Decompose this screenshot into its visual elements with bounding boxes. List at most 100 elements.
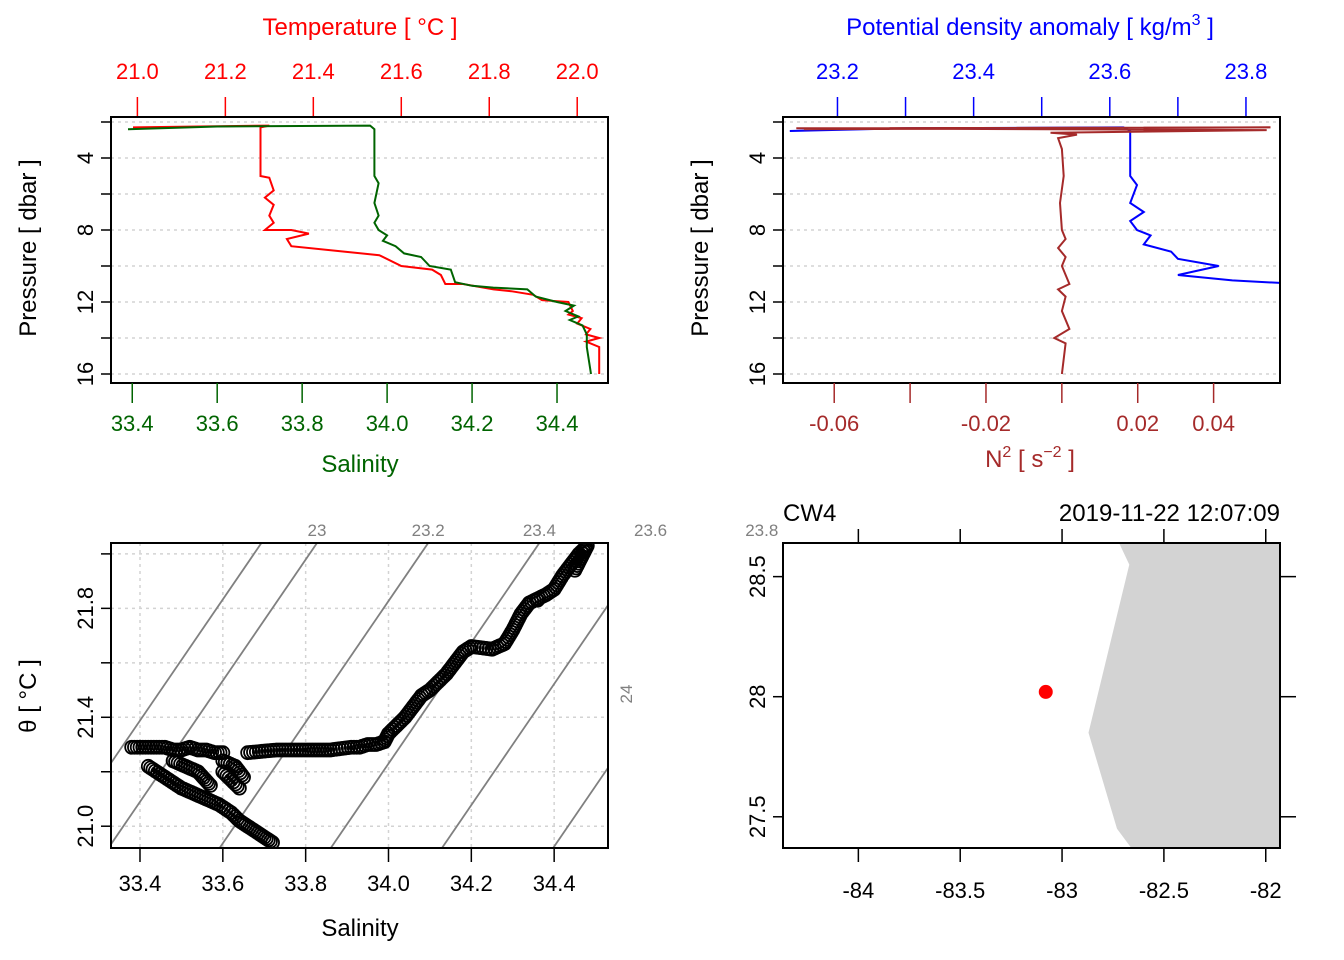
- top-axis-tick-label: 21.8: [468, 59, 511, 84]
- ts-point: [391, 716, 407, 731]
- ts-points: [124, 543, 595, 848]
- ts-point: [424, 680, 440, 696]
- isopycnal-line: [440, 603, 608, 848]
- theta-tick-label: 21.8: [73, 587, 98, 630]
- top-axis-tick-label: 21.0: [116, 59, 159, 84]
- ts-point: [320, 742, 336, 758]
- profile-lines: [789, 126, 1280, 375]
- bottom-axis-tick-label: 0.04: [1192, 411, 1235, 436]
- n2-title-superscript2: −2: [1043, 444, 1061, 461]
- salinity-tick-label: 33.8: [284, 871, 327, 896]
- density-title-end: ]: [1201, 14, 1214, 41]
- ts-point: [432, 672, 448, 688]
- bottom-axis-tick-label: 34.2: [451, 411, 494, 436]
- bottom-axis-tick-label: 0.02: [1116, 411, 1159, 436]
- top-axis-tick-label: 22.0: [556, 59, 599, 84]
- ts-point: [295, 742, 311, 758]
- salinity-axis: 33.4 33.6 33.8 34.0 34.2 34.4: [119, 848, 576, 896]
- isopycnal-label: 23.4: [523, 521, 556, 540]
- panel-station-map: CW4 2019-11-22 12:07:09 -84 -83.5 -83 -82.5…: [745, 500, 1296, 903]
- bottom-axis-tick-label: 34.4: [536, 411, 579, 436]
- longitude-tick-label: -83: [1046, 878, 1078, 903]
- ts-point: [204, 744, 220, 760]
- temperature-axis: 21.0 21.2 21.4 21.6 21.8 22.0: [116, 59, 599, 117]
- n2-title-end: ]: [1062, 446, 1075, 473]
- land-polygon: [1088, 543, 1280, 848]
- ts-point: [234, 767, 250, 783]
- pressure-axis: 4 8 12 16: [745, 121, 783, 386]
- bottom-axis-tick-label: 34.0: [366, 411, 409, 436]
- panel-temperature-salinity-profile: Temperature [ °C ] 21.0 21.2 21.4 21.6 21.8 2…: [15, 14, 609, 478]
- ts-point: [225, 807, 241, 823]
- salinity-tick-label: 34.0: [367, 871, 410, 896]
- ts-point: [568, 560, 584, 576]
- ts-point: [154, 739, 170, 755]
- longitude-tick-label: -83.5: [935, 878, 985, 903]
- top-axis-tick-label: 21.6: [380, 59, 423, 84]
- n2-line: [796, 126, 1271, 375]
- bottom-axis-tick-label: -0.02: [961, 411, 1011, 436]
- top-axis-tick-label: 23.4: [952, 59, 995, 84]
- map-axes: -84 -83.5 -83 -82.5 -82 27.5 28 28.5: [745, 529, 1296, 903]
- n2-axis: -0.06 -0.02 0.02 0.04: [809, 383, 1235, 436]
- pressure-axis: 4 8 12 16: [73, 121, 111, 386]
- station-dot: [1038, 684, 1053, 699]
- pressure-tick-label: 8: [73, 224, 98, 236]
- temperature-axis-title: Temperature [ °C ]: [263, 14, 458, 41]
- ts-point: [516, 602, 532, 617]
- temperature-line: [132, 124, 604, 374]
- density-axis: 23.2 23.4 23.6 23.8: [816, 59, 1267, 117]
- panel-density-n2-profile: Potential density anomaly [ kg/m3 ] 23.2…: [687, 12, 1281, 473]
- station-marker: [1038, 684, 1053, 699]
- pressure-tick-label: 12: [73, 290, 98, 314]
- latitude-tick-label: 28: [745, 684, 770, 708]
- ts-point: [168, 754, 184, 770]
- salinity-tick-label: 34.2: [450, 871, 493, 896]
- isopycnal-line: [552, 766, 608, 848]
- latitude-tick-label: 28.5: [745, 555, 770, 598]
- salinity-axis-title: Salinity: [321, 915, 398, 942]
- isopycnal-label: 23: [308, 521, 327, 540]
- isopycnal-label: 23.2: [412, 521, 445, 540]
- longitude-tick-label: -82.5: [1139, 878, 1189, 903]
- salinity-axis: 33.4 33.6 33.8 34.0 34.2 34.4: [111, 383, 579, 436]
- ts-point: [461, 640, 477, 656]
- plot-frame: [782, 116, 1281, 384]
- isopycnal-line: [329, 543, 541, 848]
- ts-point: [349, 739, 365, 755]
- top-axis-tick-label: 23.8: [1225, 59, 1268, 84]
- ts-point: [383, 724, 398, 739]
- station-name: CW4: [783, 500, 836, 527]
- ts-point: [357, 738, 373, 753]
- panel-ts-diagram: 23 23.2 23.4 23.6 23.8 24 21.0 21.4 21.8 θ [ °C…: [15, 521, 778, 942]
- ts-point: [481, 641, 497, 657]
- pressure-tick-label: 12: [745, 290, 770, 314]
- land-area: [1088, 543, 1280, 848]
- bottom-axis-tick-label: 33.8: [281, 411, 324, 436]
- isopycnal-line: [218, 543, 430, 848]
- pressure-tick-label: 8: [745, 224, 770, 236]
- n2-title-mid: [ s: [1011, 446, 1043, 473]
- ts-point: [266, 742, 282, 758]
- potential-density-anomaly-line: [789, 126, 1280, 284]
- theta-axis-title: θ [ °C ]: [15, 659, 42, 733]
- plot-frame: [110, 116, 609, 384]
- density-title-main: Potential density anomaly [ kg/m: [846, 14, 1192, 41]
- pressure-tick-label: 16: [73, 362, 98, 386]
- plot-frame: [782, 542, 1281, 849]
- salinity-tick-label: 33.6: [201, 871, 244, 896]
- pressure-axis-title: Pressure [ dbar ]: [15, 159, 42, 336]
- ts-point: [340, 740, 356, 756]
- isopycnal-label: 23.6: [634, 521, 667, 540]
- longitude-tick-label: -84: [842, 878, 874, 903]
- ts-point: [232, 765, 248, 781]
- isopycnal-line: [111, 543, 319, 846]
- isopycnal-label: 24: [617, 685, 636, 704]
- plot-frame: [110, 542, 609, 849]
- top-axis-tick-label: 21.4: [292, 59, 335, 84]
- longitude-tick-label: -82: [1250, 878, 1282, 903]
- top-axis-tick-label: 23.2: [816, 59, 859, 84]
- top-axis-tick-label: 23.6: [1088, 59, 1131, 84]
- pressure-tick-label: 16: [745, 362, 770, 386]
